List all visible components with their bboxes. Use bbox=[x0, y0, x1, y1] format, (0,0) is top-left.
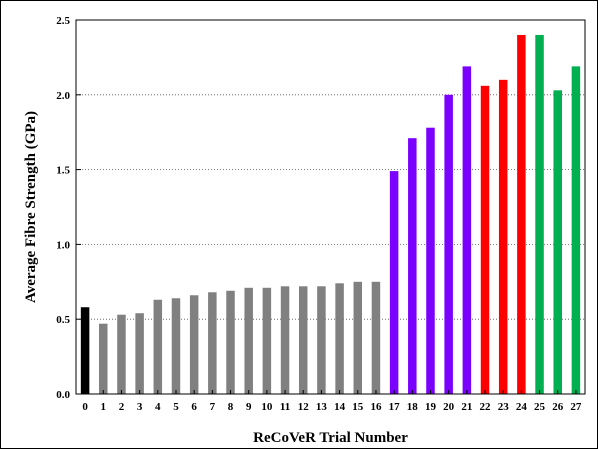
bar-22 bbox=[480, 85, 490, 394]
gridlines bbox=[76, 94, 585, 320]
y-tick-label: 2.5 bbox=[56, 15, 70, 27]
x-tick-label: 20 bbox=[443, 401, 455, 413]
y-axis-title: Average Fibre Strength (GPa) bbox=[23, 111, 39, 303]
x-tick-label: 16 bbox=[370, 401, 382, 413]
x-tick-label: 19 bbox=[425, 401, 437, 413]
y-tick-label: 2.0 bbox=[56, 90, 70, 102]
y-tick-labels: 0.0 0.5 1.0 1.5 2.0 2.5 bbox=[56, 15, 70, 401]
y-tick-label: 1.0 bbox=[56, 239, 70, 251]
x-tick-label: 10 bbox=[261, 401, 273, 413]
x-tick-label: 13 bbox=[316, 401, 328, 413]
x-tick-label: 21 bbox=[461, 401, 472, 413]
x-tick-label: 8 bbox=[228, 401, 234, 413]
x-axis-title: ReCoVeR Trial Number bbox=[253, 430, 408, 446]
x-tick-label: 22 bbox=[480, 401, 492, 413]
ticks bbox=[76, 19, 577, 395]
x-tick-label: 9 bbox=[246, 401, 252, 413]
plot-area-border bbox=[75, 19, 586, 395]
x-tick-label: 6 bbox=[191, 401, 197, 413]
x-tick-label: 25 bbox=[534, 401, 546, 413]
bar-16 bbox=[371, 281, 381, 394]
bar-3 bbox=[135, 313, 144, 394]
bar-1 bbox=[99, 323, 108, 394]
x-tick-label: 12 bbox=[298, 401, 310, 413]
bar-4 bbox=[153, 299, 163, 394]
bar-15 bbox=[353, 281, 363, 394]
bar-21 bbox=[462, 66, 472, 394]
bar-13 bbox=[317, 286, 326, 394]
y-tick-label: 0.5 bbox=[56, 314, 70, 326]
bar-9 bbox=[244, 287, 253, 394]
bar-18 bbox=[408, 138, 417, 394]
y-tick-label: 0.0 bbox=[56, 389, 70, 401]
x-tick-label: 18 bbox=[407, 401, 419, 413]
x-tick-label: 5 bbox=[173, 401, 179, 413]
x-tick-label: 17 bbox=[389, 401, 401, 413]
bar-14 bbox=[335, 283, 344, 394]
x-tick-label: 27 bbox=[570, 401, 582, 413]
x-tick-label: 15 bbox=[352, 401, 364, 413]
x-tick-label: 14 bbox=[334, 401, 346, 413]
x-tick-label: 24 bbox=[516, 401, 528, 413]
x-tick-label: 2 bbox=[119, 401, 125, 413]
x-tick-label: 0 bbox=[82, 401, 88, 413]
y-tick-label: 1.5 bbox=[56, 165, 70, 177]
bar-19 bbox=[426, 127, 435, 394]
bar-25 bbox=[535, 34, 544, 395]
x-tick-label: 26 bbox=[552, 401, 564, 413]
bar-12 bbox=[298, 286, 308, 394]
bar-7 bbox=[208, 292, 217, 394]
x-tick-labels: 0 1 2 3 4 5 6 7 8 9 10 11 12 13 14 15 16 17 18 19 20 21 22 23 24… bbox=[82, 401, 582, 413]
x-tick-label: 1 bbox=[101, 401, 107, 413]
bar-26 bbox=[553, 90, 562, 394]
bar-23 bbox=[498, 79, 508, 394]
bar-2 bbox=[117, 314, 126, 394]
bar-8 bbox=[226, 290, 235, 394]
bar-24 bbox=[517, 34, 526, 395]
x-tick-label: 7 bbox=[210, 401, 216, 413]
x-tick-label: 3 bbox=[137, 401, 143, 413]
bar-5 bbox=[171, 298, 181, 394]
bars bbox=[80, 34, 581, 395]
bar-6 bbox=[189, 295, 199, 394]
bar-27 bbox=[571, 66, 581, 394]
x-tick-label: 4 bbox=[155, 401, 161, 413]
x-tick-label: 11 bbox=[280, 401, 290, 413]
bar-0 bbox=[80, 307, 90, 394]
bar-10 bbox=[262, 287, 272, 394]
bar-11 bbox=[280, 286, 290, 394]
x-tick-label: 23 bbox=[498, 401, 510, 413]
bar-17 bbox=[389, 171, 399, 394]
bar-20 bbox=[444, 94, 453, 395]
